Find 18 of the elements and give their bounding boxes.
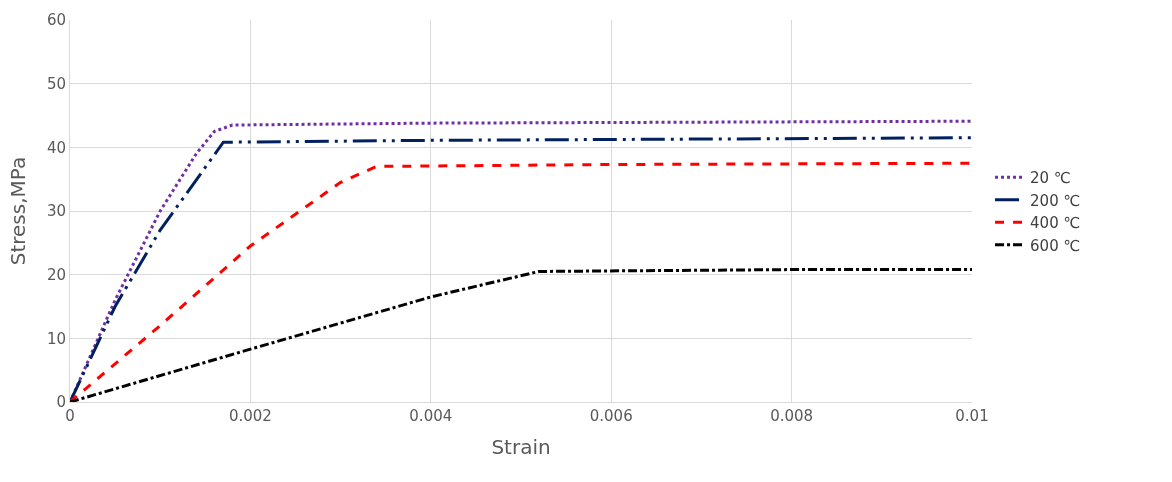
legend-label: 20 ℃	[1030, 169, 1071, 188]
legend-label: 200 ℃	[1030, 191, 1081, 210]
y-tick-label: 0	[56, 393, 66, 412]
y-tick-label: 30	[46, 202, 66, 221]
y-tick-label: 20	[46, 265, 66, 284]
legend-label: 600 ℃	[1030, 236, 1081, 255]
y-tick-label: 60	[46, 11, 66, 30]
x-tick-label: 0.008	[770, 407, 814, 425]
x-tick-label: 0.006	[589, 407, 633, 425]
legend-label: 400 ℃	[1030, 214, 1081, 233]
y-tick-label: 40	[46, 138, 66, 157]
y-axis-title: Stress,MPa	[6, 156, 31, 266]
x-tick-label: 0.01	[955, 407, 989, 425]
y-tick-label: 10	[46, 329, 66, 348]
y-tick-label: 50	[46, 74, 66, 93]
x-axis-title: Strain	[491, 434, 551, 459]
x-tick-label: 0.004	[409, 407, 453, 425]
x-tick-label: 0.002	[228, 407, 272, 425]
